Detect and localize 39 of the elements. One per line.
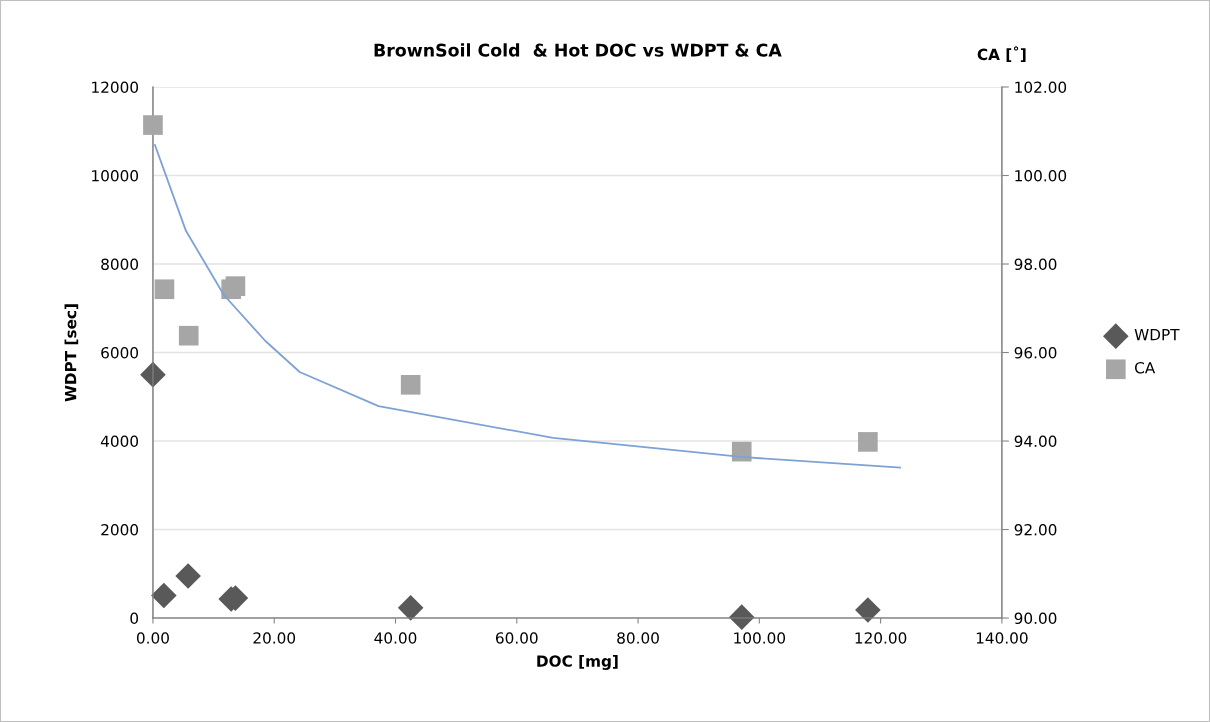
line-series (154, 144, 901, 469)
y2-axis-title: CA [˚] (977, 46, 1026, 62)
point (225, 276, 246, 296)
y2-tick-label: 98.00 (1014, 258, 1057, 271)
y-tick-label: 4000 (100, 435, 139, 448)
x-tick-label: 20.00 (253, 632, 296, 644)
x-tick-label: 120.00 (855, 632, 907, 644)
y-tick-label: 6000 (101, 346, 139, 359)
point (397, 595, 424, 621)
x-tick-label: 140.00 (976, 632, 1028, 644)
y-tick-label: 8000 (101, 258, 139, 271)
x-tick-label: 80.00 (617, 632, 659, 644)
y-tick-label: 12000 (92, 81, 139, 94)
point (855, 597, 881, 623)
y2-tick-label: 94.00 (1014, 435, 1057, 448)
legend-label: CA (1134, 361, 1156, 374)
point (400, 375, 421, 395)
point (143, 115, 163, 135)
y-tick-label: 2000 (101, 523, 139, 536)
y2-tick-label: 102.00 (1015, 81, 1067, 94)
y2-tick-label: 90.00 (1014, 612, 1057, 625)
x-tick-label: 100.00 (734, 632, 786, 644)
point (154, 279, 175, 300)
y-tick-label: 0 (130, 612, 139, 625)
legend-label: WDPT (1134, 329, 1180, 341)
y-tick-label: 10000 (92, 169, 139, 182)
x-tick-label: 0.00 (136, 632, 169, 644)
y2-tick-label: 92.00 (1014, 523, 1057, 536)
point (175, 563, 201, 589)
x-axis-title: DOC [mg] (537, 655, 618, 670)
point (858, 432, 878, 452)
y-axis-title: WDPT [sec] (64, 304, 79, 402)
point (178, 325, 199, 346)
chart-title: BrownSoil Cold & Hot DOC vs WDPT & CA (374, 43, 782, 57)
y2-tick-label: 100.00 (1015, 169, 1067, 182)
x-tick-label: 60.00 (495, 632, 538, 644)
point (151, 582, 177, 609)
x-tick-label: 40.00 (374, 632, 417, 644)
y2-tick-label: 96.00 (1014, 346, 1057, 359)
